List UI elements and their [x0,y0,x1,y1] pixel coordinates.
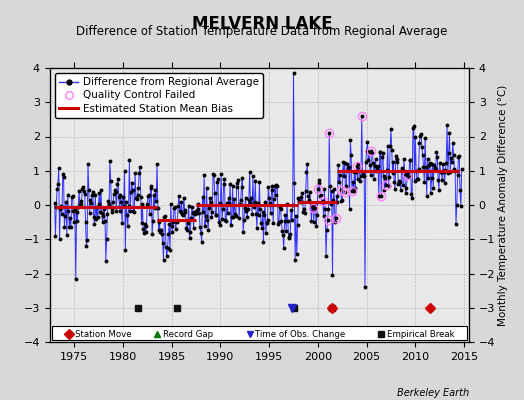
Text: Record Gap: Record Gap [163,330,213,339]
Y-axis label: Monthly Temperature Anomaly Difference (°C): Monthly Temperature Anomaly Difference (… [498,84,508,326]
Text: Station Move: Station Move [75,330,132,339]
Text: MELVERN LAKE: MELVERN LAKE [192,15,332,33]
Text: Empirical Break: Empirical Break [387,330,455,339]
Bar [52,326,467,340]
Legend: Difference from Regional Average, Quality Control Failed, Estimated Station Mean: Difference from Regional Average, Qualit… [55,73,263,118]
Text: Difference of Station Temperature Data from Regional Average: Difference of Station Temperature Data f… [77,25,447,38]
Text: Time of Obs. Change: Time of Obs. Change [256,330,346,339]
Text: Berkeley Earth: Berkeley Earth [397,388,469,398]
